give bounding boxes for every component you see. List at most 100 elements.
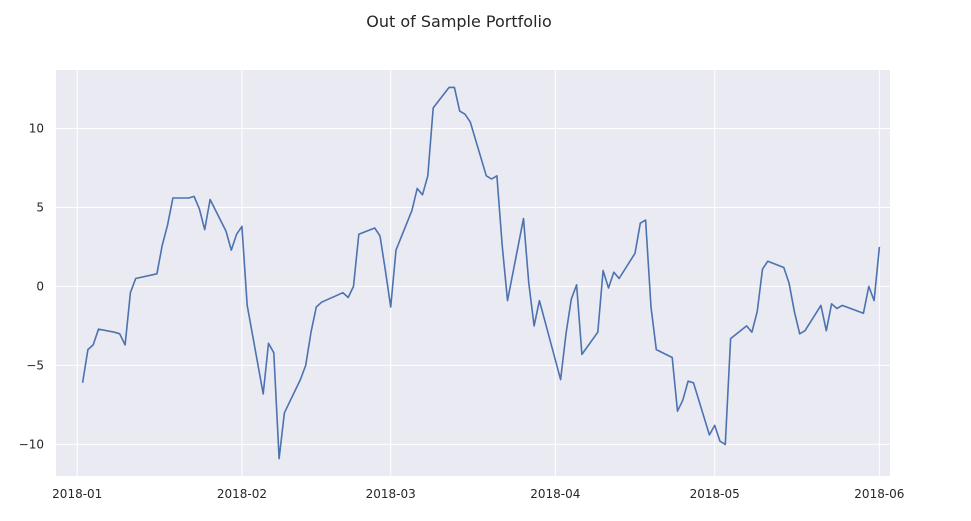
data-point <box>633 251 637 255</box>
data-point <box>500 243 504 247</box>
data-point <box>378 234 382 238</box>
data-point <box>792 310 796 314</box>
data-point <box>612 270 616 274</box>
data-point <box>383 268 387 272</box>
data-point <box>484 174 488 178</box>
data-point <box>574 283 578 287</box>
data-point <box>187 196 191 200</box>
chart-title: Out of Sample Portfolio <box>366 12 552 31</box>
data-point <box>760 267 764 271</box>
data-point <box>463 112 467 116</box>
data-point <box>314 305 318 309</box>
data-point <box>787 281 791 285</box>
y-tick-label: 5 <box>36 200 44 214</box>
series-line <box>81 86 881 460</box>
data-point <box>272 351 276 355</box>
data-point <box>829 302 833 306</box>
data-point <box>197 207 201 211</box>
data-point <box>649 305 653 309</box>
data-point <box>298 377 302 381</box>
y-tick-label: −10 <box>19 437 44 451</box>
y-axis-ticks: −10 −5 0 5 10 <box>19 121 44 451</box>
data-point <box>495 174 499 178</box>
data-point <box>638 221 642 225</box>
data-point <box>203 227 207 231</box>
data-point <box>824 329 828 333</box>
data-point <box>96 327 100 331</box>
data-point <box>346 295 350 299</box>
data-point <box>468 120 472 124</box>
data-point <box>123 343 127 347</box>
data-point <box>819 303 823 307</box>
data-point <box>420 193 424 197</box>
data-point <box>118 332 122 336</box>
data-point <box>431 106 435 110</box>
data-point <box>282 411 286 415</box>
data-point <box>245 303 249 307</box>
data-point <box>675 409 679 413</box>
data-point <box>877 245 881 249</box>
y-tick-label: 10 <box>29 121 44 135</box>
data-point <box>489 177 493 181</box>
data-point <box>750 330 754 334</box>
data-point <box>803 329 807 333</box>
data-point <box>505 298 509 302</box>
data-point <box>319 300 323 304</box>
data-point <box>707 433 711 437</box>
data-point <box>171 196 175 200</box>
data-point <box>670 355 674 359</box>
data-point <box>447 85 451 89</box>
data-point <box>713 423 717 427</box>
data-point <box>723 442 727 446</box>
data-point <box>654 347 658 351</box>
data-point <box>373 226 377 230</box>
data-point <box>266 341 270 345</box>
data-point <box>782 265 786 269</box>
data-point <box>681 398 685 402</box>
data-point <box>798 332 802 336</box>
data-point <box>766 259 770 263</box>
data-point <box>192 194 196 198</box>
data-point <box>341 291 345 295</box>
data-point <box>532 324 536 328</box>
data-point <box>840 303 844 307</box>
data-point <box>165 223 169 227</box>
data-point <box>452 85 456 89</box>
x-tick-label: 2018-05 <box>690 487 740 501</box>
data-point <box>351 284 355 288</box>
data-point <box>521 216 525 220</box>
x-tick-label: 2018-01 <box>52 487 102 501</box>
y-tick-label: −5 <box>26 358 44 372</box>
data-point <box>527 281 531 285</box>
x-tick-label: 2018-03 <box>366 487 416 501</box>
data-point <box>569 297 573 301</box>
data-point <box>86 347 90 351</box>
data-point <box>558 377 562 381</box>
x-tick-label: 2018-04 <box>530 487 580 501</box>
data-point <box>261 392 265 396</box>
data-point <box>564 332 568 336</box>
plot-area <box>56 70 890 476</box>
data-point <box>410 208 414 212</box>
data-point <box>415 186 419 190</box>
data-point <box>112 330 116 334</box>
data-point <box>155 272 159 276</box>
data-point <box>357 232 361 236</box>
data-point <box>277 456 281 460</box>
data-point <box>606 286 610 290</box>
data-point <box>728 336 732 340</box>
data-point <box>128 291 132 295</box>
x-tick-label: 2018-02 <box>217 487 267 501</box>
data-point <box>234 232 238 236</box>
x-tick-label: 2018-06 <box>854 487 904 501</box>
data-point <box>304 363 308 367</box>
data-point <box>134 276 138 280</box>
data-point <box>208 197 212 201</box>
data-point <box>872 298 876 302</box>
data-point <box>755 310 759 314</box>
data-point <box>861 311 865 315</box>
data-point <box>240 224 244 228</box>
data-point <box>224 229 228 233</box>
